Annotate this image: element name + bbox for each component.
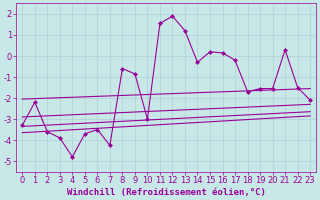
X-axis label: Windchill (Refroidissement éolien,°C): Windchill (Refroidissement éolien,°C) (67, 188, 266, 197)
